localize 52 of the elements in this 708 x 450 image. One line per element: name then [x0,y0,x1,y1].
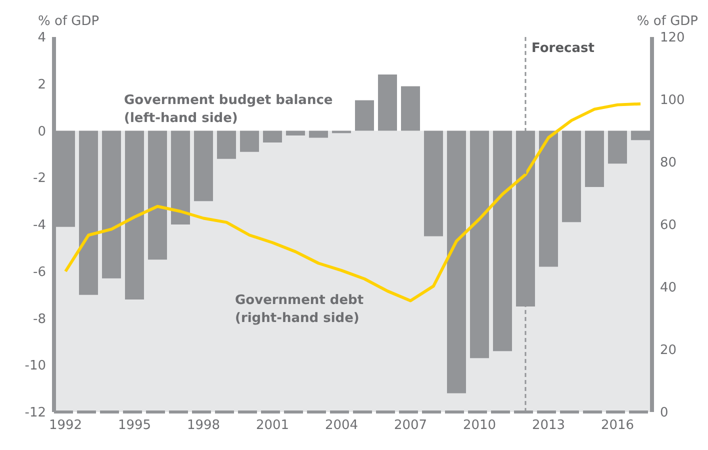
y-tick-label: 2 [38,77,46,92]
bar [608,130,627,164]
y2-tick-label: 100 [660,93,685,108]
y2-tick-label: 80 [660,156,677,171]
x-tick-label: 1995 [118,418,152,434]
x-tick-label: 1992 [48,418,82,434]
bar [355,100,374,131]
x-tick-label: 2010 [462,418,496,434]
bar [102,130,121,278]
bar [378,74,397,131]
y-tick-label: 4 [38,30,46,46]
bar [286,130,305,136]
y2-axis-title: % of GDP [636,14,698,29]
bar [539,130,558,267]
bar [447,130,466,394]
bar [401,86,420,131]
x-tick-label: 2016 [600,418,634,434]
x-tick-label: 2007 [394,418,428,434]
y-axis-title: % of GDP [38,14,100,29]
bar [125,130,144,300]
bar [79,130,98,295]
y-tick-label: -12 [24,406,46,421]
y-tick-label: -8 [33,312,46,327]
bar [171,130,190,224]
y-tick-label: -4 [33,218,46,234]
y-tick-label: -2 [33,171,46,186]
y2-tick-label: 0 [660,406,668,421]
series-label: Government debt (right-hand side) [235,292,364,328]
x-tick-label: 2001 [256,418,290,434]
y2-tick-label: 20 [660,343,677,358]
ref-line-label: Forecast [532,41,594,56]
x-tick-label: 1998 [186,418,220,434]
bar [217,130,236,159]
bar [562,130,581,222]
x-tick-label: 2013 [532,418,566,434]
y-tick-label: -6 [33,264,46,280]
series-label: Government budget balance (left-hand side) [124,92,333,128]
bar [493,130,512,352]
bar [585,130,604,187]
bar [424,130,443,236]
x-tick-label: 2004 [324,418,358,434]
bar [263,130,282,142]
bar [470,130,489,358]
y-tick-label: -10 [24,358,46,374]
y2-tick-label: 120 [660,30,685,46]
bar [309,130,328,138]
bar [148,130,167,260]
y-tick-label: 0 [38,124,46,140]
y2-tick-label: 60 [660,218,677,234]
bar [194,130,213,202]
bar [240,130,259,152]
y2-tick-label: 40 [660,280,677,296]
